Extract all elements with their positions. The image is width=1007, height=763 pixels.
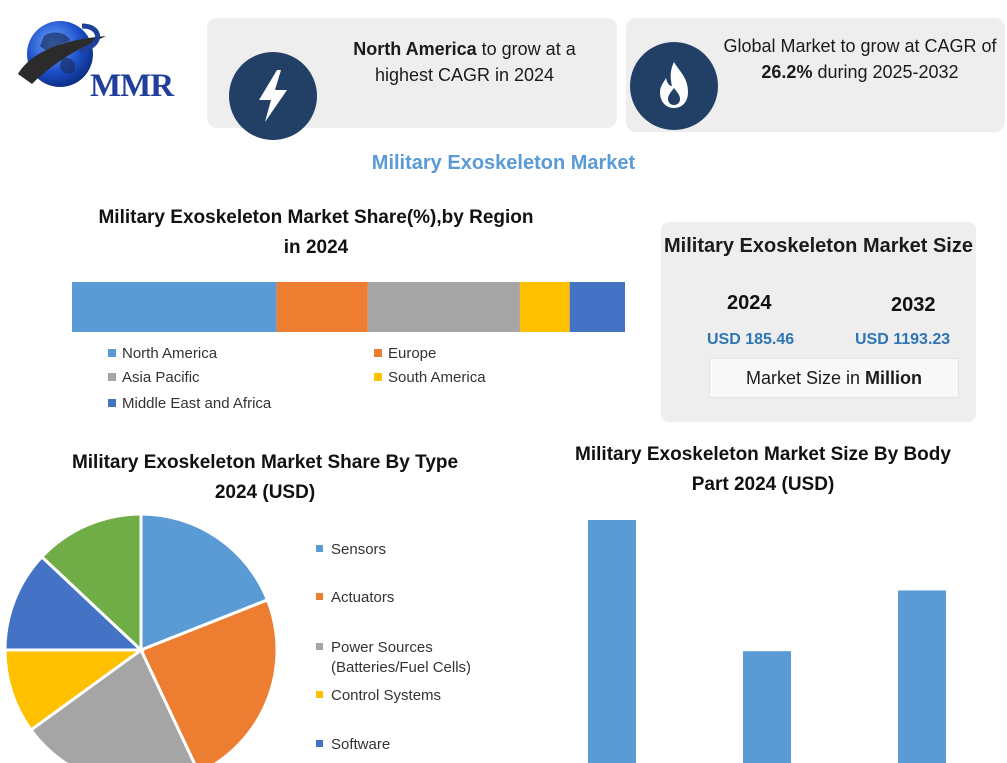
legend-item: North America bbox=[108, 345, 217, 362]
type-chart-title: Military Exoskeleton Market Share By Typ… bbox=[71, 452, 459, 503]
card-highlight: North America bbox=[353, 39, 477, 59]
lightning-icon bbox=[259, 70, 287, 122]
body-part-bar-1 bbox=[743, 651, 791, 763]
unit-bold: Million bbox=[865, 368, 923, 388]
pie-slice-2 bbox=[28, 647, 196, 763]
body-part-bar-2 bbox=[898, 590, 946, 763]
year-2032: 2032 bbox=[891, 294, 936, 316]
pie-legend-item: Control Systems bbox=[316, 686, 441, 706]
body-part-chart-title: Military Exoskeleton Market Size By Body… bbox=[575, 444, 951, 495]
pie-legend-item: Sensors bbox=[316, 540, 386, 560]
market-size-title: Military Exoskeleton Market Size bbox=[663, 235, 973, 257]
legend-item: Middle East and Africa bbox=[108, 395, 271, 412]
region-segment-3 bbox=[519, 282, 570, 332]
legend-label: Asia Pacific bbox=[122, 369, 200, 386]
type-pie-chart bbox=[3, 512, 279, 763]
legend-swatch bbox=[374, 349, 382, 357]
legend-item: South America bbox=[374, 369, 486, 386]
pie-slice-1 bbox=[138, 597, 279, 763]
region-stacked-bar bbox=[72, 282, 625, 332]
pie-slice-4 bbox=[3, 554, 145, 652]
legend-swatch bbox=[316, 691, 323, 698]
legend-label: Actuators bbox=[331, 589, 395, 606]
logo-text: MMR bbox=[90, 68, 174, 104]
legend-label: Software bbox=[331, 736, 391, 753]
unit-label: Market Size in Million bbox=[709, 358, 959, 398]
flame-icon bbox=[660, 62, 688, 108]
card-text: Global Market to grow at CAGR of 26.2% d… bbox=[714, 33, 1006, 85]
pie-legend-item: Actuators bbox=[316, 588, 394, 608]
global-cagr-card: Global Market to grow at CAGR of 26.2% d… bbox=[626, 18, 1005, 132]
legend-label: North America bbox=[122, 345, 218, 362]
unit-pre: Market Size in bbox=[745, 368, 866, 388]
legend-label: Sensors bbox=[331, 541, 387, 558]
icon-badge bbox=[229, 52, 317, 140]
pie-legend-item: Power Sources (Batteries/Fuel Cells) bbox=[316, 638, 471, 678]
region-segment-4 bbox=[569, 282, 625, 332]
pie-slice-5 bbox=[39, 512, 143, 654]
market-size-box: Military Exoskeleton Market Size 2024 20… bbox=[661, 222, 976, 422]
globe-icon bbox=[18, 21, 106, 87]
pie-legend-item: Software bbox=[316, 735, 390, 755]
region-chart-title: Military Exoskeleton Market Share(%),by … bbox=[98, 207, 534, 258]
legend-swatch bbox=[316, 593, 323, 600]
card-text: North America to grow at a highest CAGR … bbox=[327, 36, 602, 88]
legend-item: Europe bbox=[374, 345, 436, 362]
region-segment-2 bbox=[367, 282, 520, 332]
icon-badge bbox=[630, 42, 718, 130]
card-rest: to grow at a highest CAGR in 2024 bbox=[374, 39, 576, 85]
region-segment-1 bbox=[276, 282, 368, 332]
card-rest: during 2025-2032 bbox=[812, 62, 959, 82]
legend-label: Europe bbox=[388, 345, 437, 362]
pie-slice-3 bbox=[3, 648, 146, 733]
legend-label: Power Sources bbox=[331, 639, 433, 656]
legend-label: Control Systems bbox=[331, 687, 442, 704]
legend-swatch bbox=[316, 545, 323, 552]
card-highlight: 26.2% bbox=[761, 62, 813, 82]
legend-label: Middle East and Africa bbox=[122, 395, 272, 412]
legend-label-cont: (Batteries/Fuel Cells) bbox=[331, 659, 472, 676]
page-title: Military Exoskeleton Market bbox=[371, 152, 636, 174]
pie-slice-0 bbox=[139, 512, 270, 653]
card-pre: Global Market to grow at CAGR of bbox=[723, 36, 997, 56]
mmr-logo: MMR bbox=[10, 14, 180, 104]
legend-swatch bbox=[108, 373, 116, 381]
legend-swatch bbox=[108, 349, 116, 357]
north-america-card: North America to grow at a highest CAGR … bbox=[207, 18, 617, 140]
legend-swatch bbox=[108, 399, 116, 407]
legend-item: Asia Pacific bbox=[108, 369, 200, 386]
body-part-bar-chart bbox=[588, 520, 946, 763]
legend-swatch bbox=[316, 643, 323, 650]
year-2024: 2024 bbox=[727, 292, 772, 314]
legend-label: South America bbox=[388, 369, 486, 386]
legend-swatch bbox=[374, 373, 382, 381]
legend-swatch bbox=[316, 740, 323, 747]
value-2024: USD 185.46 bbox=[707, 331, 795, 348]
region-segment-0 bbox=[72, 282, 277, 332]
body-part-bar-0 bbox=[588, 520, 636, 763]
value-2032: USD 1193.23 bbox=[855, 331, 951, 348]
